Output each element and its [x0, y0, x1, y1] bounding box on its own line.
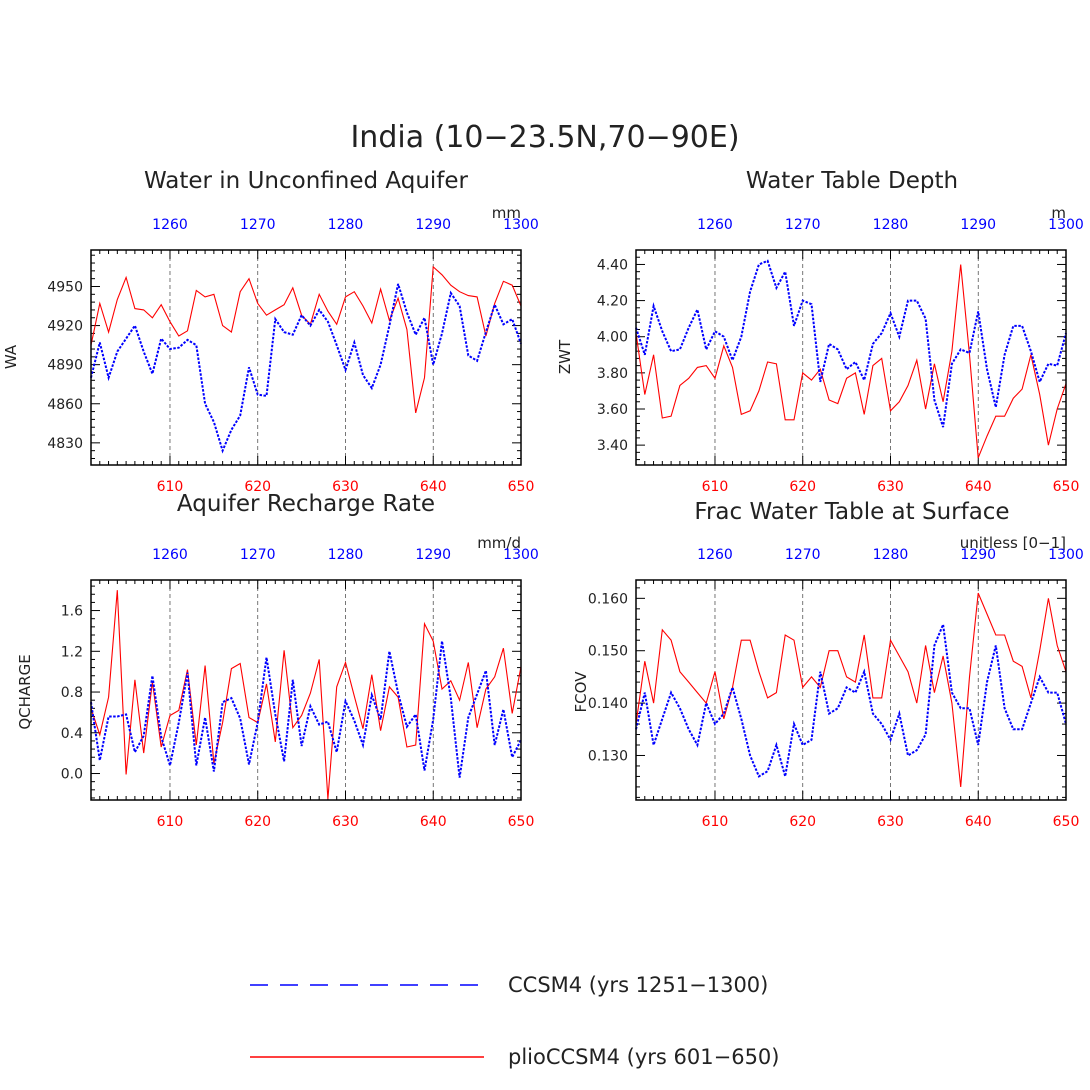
x-top-tick-label: 1280	[328, 547, 364, 563]
series-line-ccsm4	[635, 620, 1067, 778]
x-tick-label: 640	[965, 479, 992, 495]
x-top-tick-label: 1300	[503, 547, 539, 563]
x-top-tick-label: 1270	[240, 217, 276, 233]
series-line-ccsm4	[635, 259, 1067, 428]
series-line-plioccsm4	[635, 264, 1067, 459]
y-axis-label: WA	[2, 344, 20, 369]
series-line-plioccsm4	[635, 592, 1067, 787]
y-tick-label: 4830	[47, 436, 83, 452]
x-top-tick-label: 1300	[1048, 547, 1084, 563]
x-tick-label: 640	[420, 479, 447, 495]
x-tick-label: 650	[508, 479, 535, 495]
x-tick-label: 620	[789, 814, 816, 830]
y-tick-label: 4890	[47, 358, 83, 374]
x-top-tick-label: 1280	[873, 547, 909, 563]
y-tick-label: 0.130	[588, 748, 628, 764]
x-tick-label: 640	[965, 814, 992, 830]
x-tick-label: 620	[244, 814, 271, 830]
series-line-ccsm4	[90, 640, 522, 778]
plot-frame	[635, 249, 1067, 466]
x-tick-label: 650	[508, 814, 535, 830]
x-top-tick-label: 1270	[240, 547, 276, 563]
x-top-tick-label: 1260	[697, 547, 733, 563]
x-tick-label: 650	[1053, 814, 1080, 830]
y-axis-label: QCHARGE	[16, 654, 34, 729]
x-top-tick-label: 1270	[785, 547, 821, 563]
x-top-tick-label: 1280	[328, 217, 364, 233]
y-tick-label: 4.20	[597, 294, 628, 310]
y-tick-label: 3.40	[597, 438, 628, 454]
x-top-tick-label: 1290	[415, 547, 451, 563]
units-label: unitless [0−1]	[960, 534, 1066, 552]
x-top-tick-label: 1260	[152, 547, 188, 563]
y-tick-label: 4860	[47, 397, 83, 413]
x-top-tick-label: 1290	[960, 547, 996, 563]
x-tick-label: 610	[157, 479, 184, 495]
panel-title: Aquifer Recharge Rate	[177, 491, 435, 517]
y-tick-label: 4.00	[597, 330, 628, 346]
units-label: m	[1051, 204, 1066, 222]
panel-title: Frac Water Table at Surface	[694, 499, 1009, 525]
x-top-tick-label: 1270	[785, 217, 821, 233]
y-tick-label: 3.60	[597, 402, 628, 418]
y-tick-label: 0.140	[588, 696, 628, 712]
x-tick-label: 620	[789, 479, 816, 495]
y-tick-label: 4950	[47, 279, 83, 295]
x-tick-label: 640	[420, 814, 447, 830]
y-tick-label: 3.80	[597, 366, 628, 382]
panel-water-in-unconfined-aquifer: Water in Unconfined Aquifer WA mm 4830 48…	[2, 168, 539, 495]
x-tick-label: 630	[877, 479, 904, 495]
x-top-tick-label: 1260	[697, 217, 733, 233]
panel-water-table-depth: Water Table Depth ZWT m 3.40 3.60 3.80 4.00…	[556, 168, 1084, 495]
plot-frame	[90, 249, 522, 466]
x-top-tick-label: 1290	[960, 217, 996, 233]
x-top-tick-label: 1260	[152, 217, 188, 233]
x-tick-label: 610	[702, 814, 729, 830]
x-tick-label: 630	[332, 479, 359, 495]
legend: CCSM4 (yrs 1251−1300) plioCCSM4 (yrs 601…	[250, 973, 779, 1069]
legend-plio-label: plioCCSM4 (yrs 601−650)	[508, 1045, 779, 1069]
y-axis-label: FCOV	[572, 671, 590, 713]
y-tick-label: 0.150	[588, 644, 628, 660]
panel-aquifer-recharge-rate: Aquifer Recharge Rate QCHARGE mm/d 0.0 0.…	[16, 491, 539, 830]
panel-title: Water in Unconfined Aquifer	[144, 168, 469, 194]
y-axis-label: ZWT	[556, 339, 574, 374]
figure-title: India (10−23.5N,70−90E)	[350, 120, 739, 155]
x-tick-label: 620	[244, 479, 271, 495]
y-tick-label: 4920	[47, 319, 83, 335]
units-label: mm/d	[477, 534, 521, 552]
y-tick-label: 1.2	[61, 644, 83, 660]
y-tick-label: 0.8	[61, 685, 83, 701]
x-tick-label: 630	[877, 814, 904, 830]
y-tick-label: 0.160	[588, 591, 628, 607]
panel-frac-water-table-at-surface: Frac Water Table at Surface FCOV unitles…	[572, 499, 1084, 830]
plot-frame	[635, 579, 1067, 801]
x-tick-label: 630	[332, 814, 359, 830]
x-top-tick-label: 1280	[873, 217, 909, 233]
units-label: mm	[492, 204, 521, 222]
legend-ccsm4-label: CCSM4 (yrs 1251−1300)	[508, 973, 768, 997]
y-tick-label: 0.0	[61, 767, 83, 783]
x-tick-label: 610	[157, 814, 184, 830]
x-tick-label: 610	[702, 479, 729, 495]
x-top-tick-label: 1300	[1048, 217, 1084, 233]
y-tick-label: 0.4	[61, 726, 83, 742]
panel-title: Water Table Depth	[746, 168, 958, 194]
series-line-ccsm4	[90, 283, 522, 454]
plot-frame	[90, 579, 522, 801]
x-tick-label: 650	[1053, 479, 1080, 495]
y-tick-label: 4.40	[597, 257, 628, 273]
y-tick-label: 1.6	[61, 604, 83, 620]
x-top-tick-label: 1290	[415, 217, 451, 233]
series-line-plioccsm4	[90, 265, 522, 414]
x-top-tick-label: 1300	[503, 217, 539, 233]
